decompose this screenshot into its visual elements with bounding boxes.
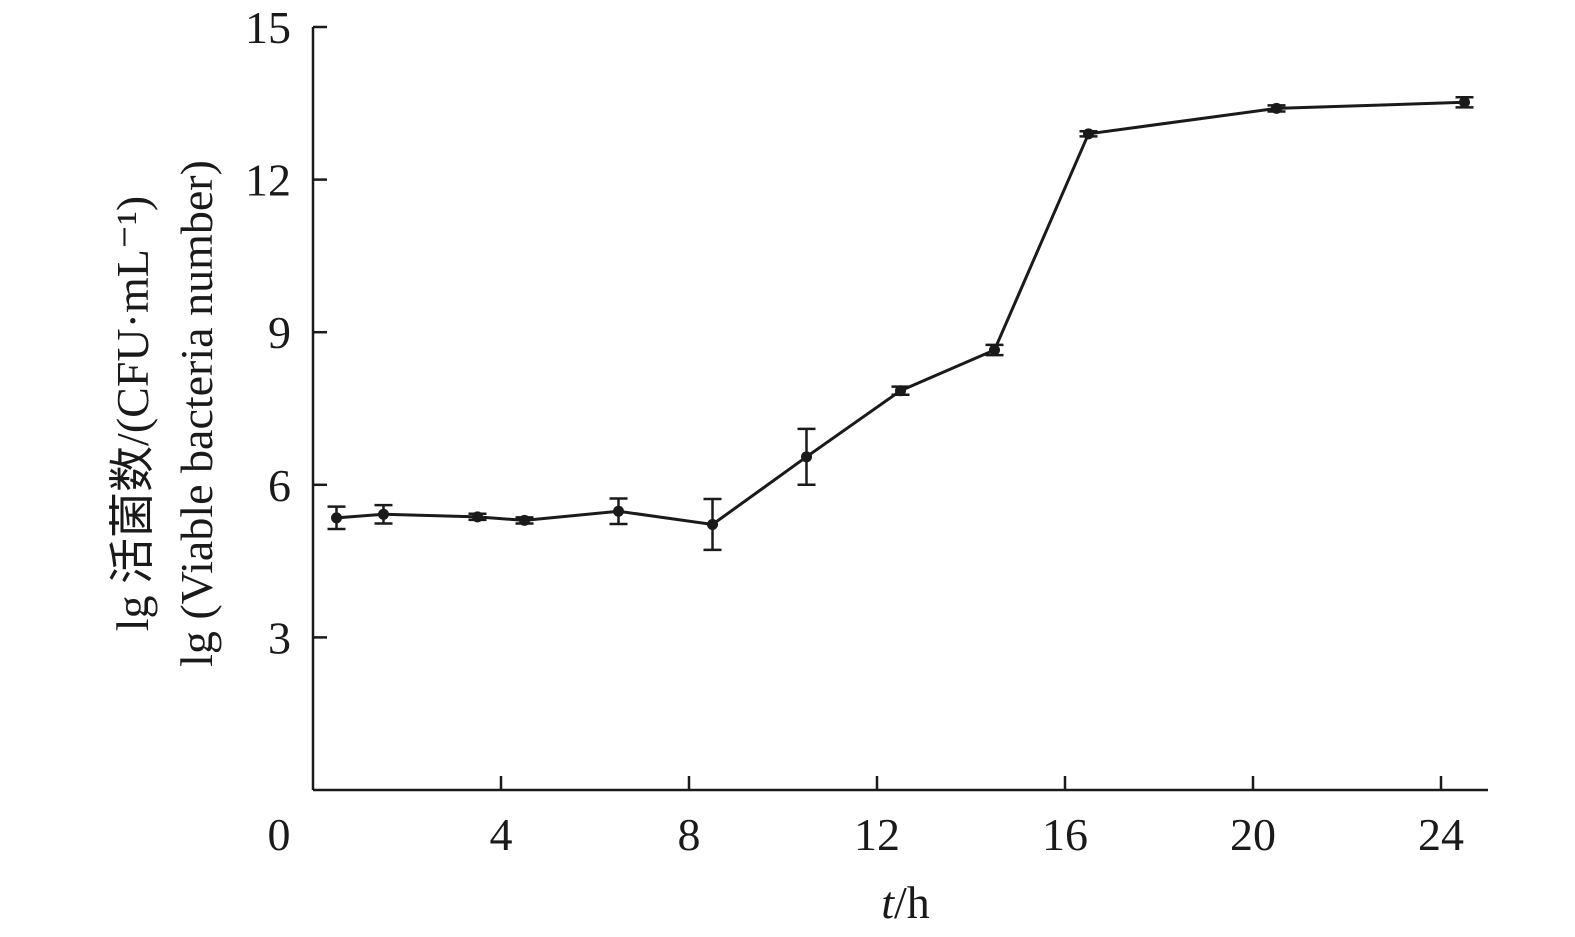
x-tick-label: 24 xyxy=(1418,809,1464,860)
series xyxy=(327,95,1474,552)
y-tick-label: 3 xyxy=(268,612,291,663)
y-axis-title-line2: lg (Viable bacteria number) xyxy=(171,160,222,667)
y-tick-label: 6 xyxy=(268,460,291,511)
x-tick-label: 0 xyxy=(268,809,291,860)
data-point xyxy=(1271,102,1282,114)
x-tick-label: 8 xyxy=(678,809,701,860)
data-point xyxy=(1083,128,1094,140)
data-point xyxy=(801,451,812,463)
y-tick-label: 12 xyxy=(245,155,291,206)
x-tick-label: 16 xyxy=(1042,809,1088,860)
x-axis-title: t/h xyxy=(881,877,930,928)
series-line xyxy=(336,100,1465,527)
data-point xyxy=(613,505,624,517)
y-axis-title-line1: lg 活菌数/(CFU·mL⁻¹) xyxy=(107,196,158,631)
data-point xyxy=(895,385,906,397)
x-tick-label: 20 xyxy=(1230,809,1276,860)
data-point xyxy=(707,518,718,530)
axes xyxy=(311,27,1488,792)
x-tick-label: 4 xyxy=(490,809,513,860)
x-tick-label: 12 xyxy=(854,809,900,860)
data-point xyxy=(331,512,342,524)
data-point xyxy=(378,508,389,520)
y-tick-label: 9 xyxy=(268,307,291,358)
x-ticks: 0 4 8 12 16 20 24 xyxy=(268,776,1464,860)
y-tick-label: 15 xyxy=(245,2,291,53)
data-point xyxy=(1459,96,1470,108)
x-axis-title-unit: /h xyxy=(894,877,930,928)
data-point xyxy=(989,344,1000,356)
y-ticks: 3 6 9 12 15 xyxy=(245,2,327,663)
x-axis-title-var: t xyxy=(881,877,895,928)
data-point xyxy=(472,511,483,523)
data-point xyxy=(519,514,530,526)
